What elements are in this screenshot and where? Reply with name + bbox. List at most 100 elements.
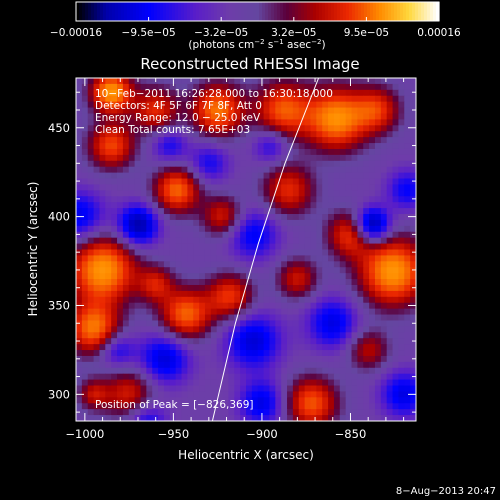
heatmap-cell <box>292 314 300 321</box>
heatmap-cell <box>287 225 294 233</box>
heatmap-cell <box>134 225 141 233</box>
heatmap-cell <box>292 83 300 91</box>
heatmap-cell <box>316 385 323 392</box>
heatmap-cell <box>333 137 341 144</box>
heatmap-cell <box>287 219 294 227</box>
heatmap-cell <box>269 214 276 221</box>
heatmap-cell <box>140 284 147 292</box>
heatmap-cell <box>322 314 329 321</box>
heatmap-cell <box>93 273 100 280</box>
heatmap-cell <box>87 314 95 321</box>
heatmap-cell <box>380 391 388 398</box>
heatmap-cell <box>181 113 188 120</box>
heatmap-cell <box>228 290 235 298</box>
heatmap-cell <box>81 403 89 410</box>
heatmap-cell <box>134 131 141 138</box>
heatmap-cell <box>333 143 341 150</box>
heatmap-cell <box>175 279 183 286</box>
heatmap-cell <box>392 273 399 280</box>
heatmap-cell <box>357 338 364 345</box>
heatmap-cell <box>246 415 253 421</box>
heatmap-cell <box>287 273 294 280</box>
heatmap-cell <box>169 219 177 227</box>
heatmap-cell <box>380 361 388 369</box>
heatmap-cell <box>117 355 124 363</box>
heatmap-cell <box>204 78 212 85</box>
heatmap-cell <box>228 409 235 416</box>
x-tick-label: −950 <box>158 427 190 441</box>
heatmap-cell <box>117 338 124 345</box>
heatmap-cell <box>93 279 100 286</box>
heatmap-cell <box>140 302 147 310</box>
heatmap-cell <box>128 296 136 304</box>
heatmap-cell <box>269 344 276 351</box>
heatmap-cell <box>187 314 194 321</box>
heatmap-cell <box>128 107 136 114</box>
heatmap-cell <box>134 403 141 410</box>
heatmap-cell <box>134 237 141 245</box>
heatmap-cell <box>210 184 218 191</box>
heatmap-cell <box>140 137 147 144</box>
heatmap-cell <box>328 279 335 286</box>
heatmap-cell <box>122 314 130 321</box>
heatmap-cell <box>199 385 206 392</box>
colorbar-cell <box>331 2 335 21</box>
heatmap-cell <box>251 308 259 316</box>
heatmap-cell <box>345 355 353 363</box>
heatmap-cell <box>158 261 165 268</box>
heatmap-cell <box>152 196 159 203</box>
heatmap-cell <box>316 332 323 339</box>
heatmap-cell <box>175 113 183 120</box>
heatmap-cell <box>257 320 265 327</box>
heatmap-cell <box>134 107 141 114</box>
heatmap-cell <box>404 196 411 203</box>
heatmap-cell <box>333 83 341 91</box>
colorbar-cell <box>91 2 95 21</box>
heatmap-cell <box>316 373 323 381</box>
heatmap-cell <box>152 409 159 416</box>
heatmap-cell <box>105 409 112 416</box>
heatmap-cell <box>392 391 399 398</box>
heatmap-cell <box>345 314 353 321</box>
heatmap-cell <box>187 148 194 156</box>
heatmap-cell <box>175 202 183 209</box>
heatmap-cell <box>363 131 370 138</box>
colorbar-cell <box>241 2 245 21</box>
heatmap-cell <box>304 403 311 410</box>
heatmap-cell <box>128 385 136 392</box>
heatmap-cell <box>275 196 282 203</box>
heatmap-cell <box>287 78 294 85</box>
heatmap-cell <box>122 95 130 103</box>
heatmap-cell <box>333 314 341 321</box>
heatmap-cell <box>392 344 399 351</box>
heatmap-cell <box>257 119 265 126</box>
heatmap-cell <box>374 355 382 363</box>
heatmap-cell <box>210 367 218 375</box>
heatmap-cell <box>374 397 382 404</box>
heatmap-cell <box>304 415 311 421</box>
heatmap-cell <box>105 172 112 180</box>
heatmap-cell <box>351 166 358 174</box>
heatmap-cell <box>322 131 329 138</box>
heatmap-cell <box>199 208 206 215</box>
heatmap-cell <box>304 326 311 333</box>
heatmap-cell <box>187 219 194 227</box>
heatmap-cell <box>228 302 235 310</box>
heatmap-cell <box>105 113 112 120</box>
heatmap-cell <box>175 137 183 144</box>
heatmap-cell <box>128 308 136 316</box>
heatmap-cell <box>93 320 100 327</box>
heatmap-cell <box>363 350 370 357</box>
heatmap-cell <box>146 95 153 103</box>
heatmap-cell <box>76 237 83 245</box>
heatmap-cell <box>99 290 106 298</box>
heatmap-cell <box>392 397 399 404</box>
heatmap-cell <box>210 373 218 381</box>
heatmap-cell <box>281 119 288 126</box>
heatmap-cell <box>122 290 130 298</box>
heatmap-cell <box>134 350 141 357</box>
heatmap-cell <box>193 131 200 138</box>
heatmap-cell <box>222 344 229 351</box>
heatmap-cell <box>328 107 335 114</box>
heatmap-cell <box>351 379 358 387</box>
